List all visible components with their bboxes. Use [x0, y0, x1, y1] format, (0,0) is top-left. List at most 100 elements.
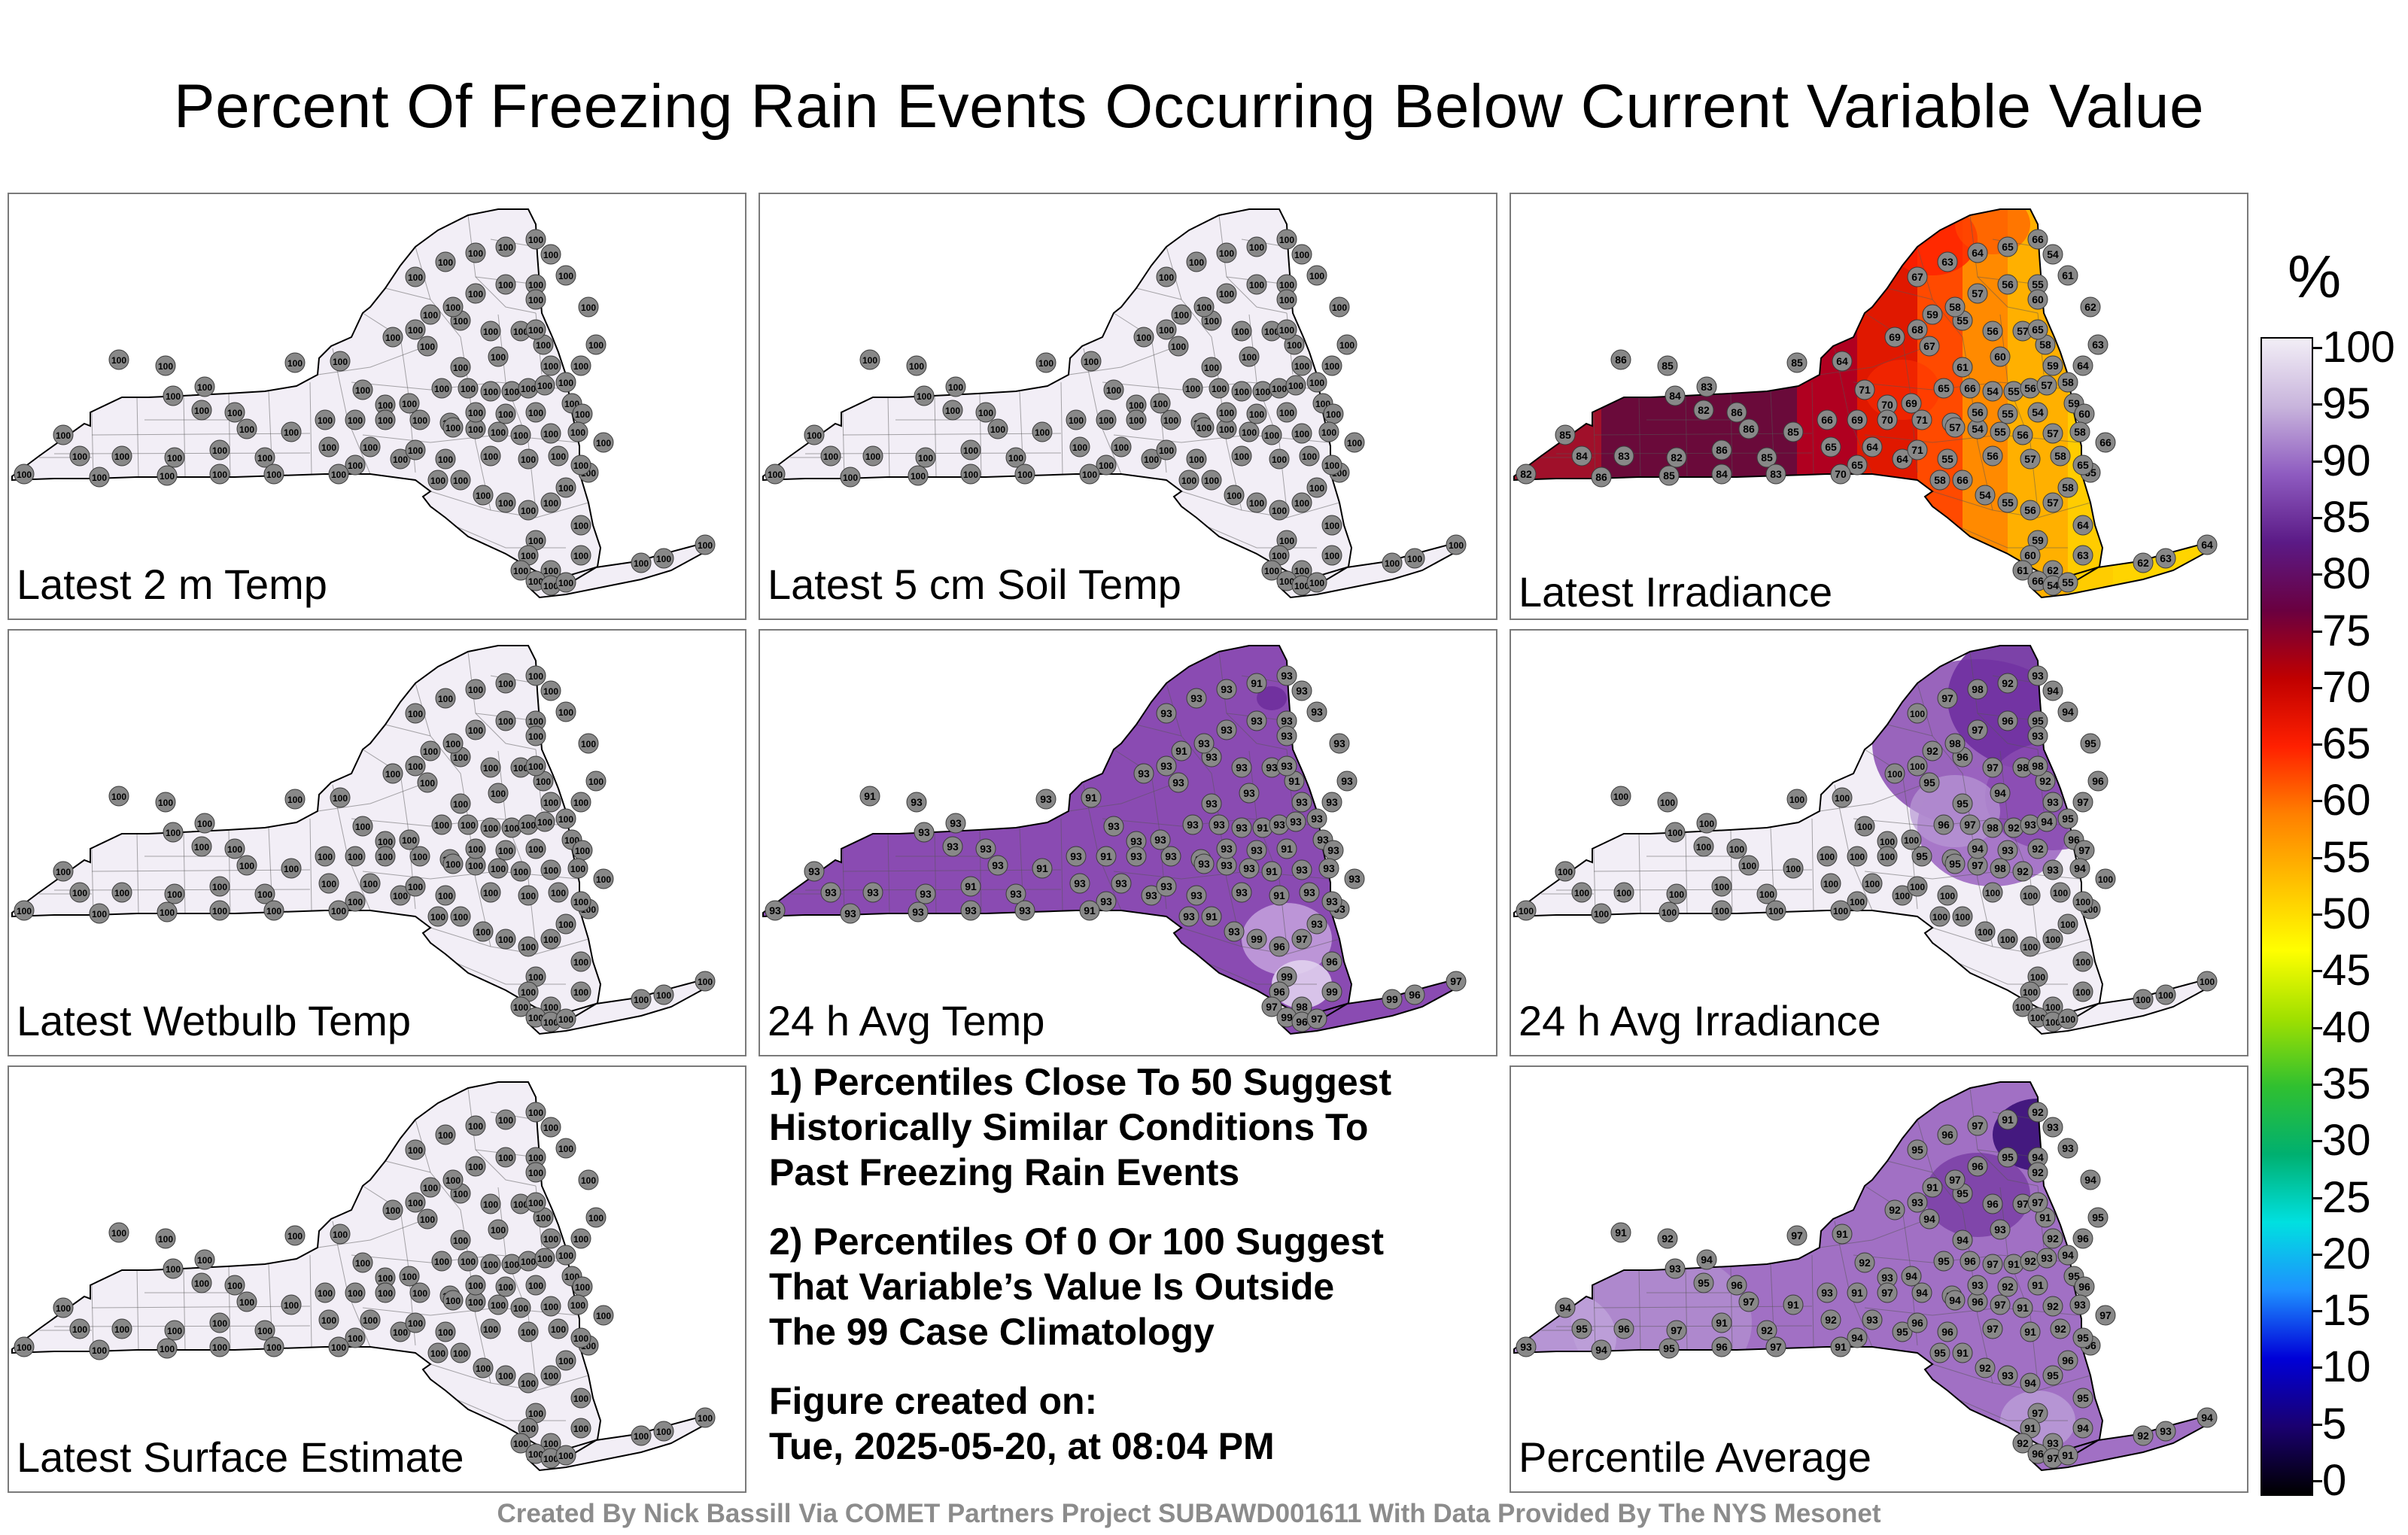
station-value: 100 — [438, 1130, 453, 1141]
station-value: 91 — [1266, 865, 1278, 877]
station-value: 96 — [2077, 1233, 2089, 1245]
station-marker — [284, 352, 306, 373]
colorbar-tick-mark — [2312, 573, 2322, 576]
station-value: 100 — [2023, 942, 2038, 953]
station-value: 96 — [2092, 775, 2104, 787]
station-marker — [236, 1291, 257, 1312]
station-value: 100 — [430, 912, 445, 923]
station-value: 100 — [1279, 576, 1294, 587]
station-value: 84 — [1716, 468, 1728, 480]
station-value: 100 — [1940, 891, 1955, 901]
station-value: 100 — [1294, 429, 1309, 439]
station-value: 100 — [1955, 912, 1970, 923]
station-value: 58 — [1934, 474, 1946, 486]
station-marker — [555, 372, 576, 393]
station-value: 93 — [1100, 895, 1112, 907]
station-marker — [555, 701, 576, 722]
station-marker — [405, 266, 426, 287]
station-marker — [540, 929, 561, 950]
station-value: 100 — [461, 384, 476, 394]
station-value: 100 — [528, 280, 543, 290]
station-value: 97 — [1964, 819, 1976, 831]
station-value: 100 — [1234, 327, 1249, 337]
station-marker — [1276, 319, 1297, 340]
station-marker — [2072, 891, 2093, 912]
station-marker — [975, 838, 996, 859]
station-marker — [375, 1282, 396, 1303]
station-marker — [473, 1357, 494, 1378]
station-marker — [1103, 816, 1124, 837]
station-marker — [1216, 283, 1237, 304]
station-marker — [405, 1192, 426, 1213]
station-value: 60 — [2032, 293, 2044, 305]
station-value: 100 — [257, 889, 272, 900]
station-marker — [2133, 1425, 2154, 1446]
station-marker — [1907, 1192, 1928, 1213]
station-value: 98 — [1994, 862, 2006, 874]
station-value: 93 — [1172, 777, 1184, 789]
station-value: 100 — [453, 799, 468, 810]
station-marker — [488, 346, 509, 367]
station-value: 93 — [1108, 820, 1120, 832]
station-marker — [2012, 1433, 2033, 1454]
station-marker — [578, 296, 599, 318]
county-boundary — [430, 927, 589, 955]
station-marker — [555, 1245, 576, 1266]
station-marker — [2042, 1296, 2063, 1317]
station-marker — [1186, 448, 1207, 470]
station-marker — [1997, 1276, 2018, 1297]
colorbar-tick-mark — [2312, 516, 2322, 519]
station-value: 100 — [378, 852, 393, 862]
station-marker — [1975, 921, 1996, 942]
station-value: 100 — [581, 739, 596, 749]
county-boundary — [183, 1268, 186, 1351]
station-marker — [382, 327, 403, 348]
station-value: 100 — [807, 430, 822, 441]
station-marker — [942, 836, 963, 857]
station-marker — [1854, 379, 1875, 400]
station-value: 100 — [1272, 551, 1287, 561]
station-marker — [1967, 679, 1988, 700]
station-marker — [2095, 868, 2116, 889]
station-marker — [1141, 885, 1162, 906]
station-value: 100 — [56, 430, 71, 441]
station-value: 100 — [468, 1281, 483, 1291]
station-marker — [1997, 673, 2018, 694]
station-marker — [1693, 1272, 1714, 1293]
station-value: 100 — [197, 382, 212, 393]
station-value: 100 — [698, 977, 713, 987]
county-boundary — [1864, 871, 2081, 880]
station-value: 100 — [1309, 271, 1324, 281]
station-marker — [1150, 829, 1171, 850]
station-marker — [1786, 352, 1808, 373]
station-marker — [1975, 1357, 1996, 1378]
station-value: 100 — [543, 250, 558, 260]
station-value: 100 — [355, 1258, 370, 1269]
county-boundary — [136, 395, 139, 478]
station-marker — [1246, 929, 1267, 950]
station-value: 100 — [768, 470, 783, 480]
station-marker — [914, 385, 935, 406]
station-value: 100 — [287, 1231, 303, 1242]
station-marker — [1967, 719, 1988, 740]
station-value: 100 — [2136, 995, 2151, 1005]
station-value: 100 — [1153, 399, 1168, 409]
station-value: 100 — [56, 1303, 71, 1314]
station-marker — [330, 1223, 351, 1245]
station-marker — [1967, 242, 1988, 263]
station-marker — [405, 1312, 426, 1333]
station-marker — [1186, 688, 1207, 709]
station-value: 100 — [865, 451, 880, 462]
station-value: 100 — [570, 864, 585, 874]
station-value: 91 — [2024, 1326, 2036, 1338]
station-marker — [570, 792, 591, 813]
station-marker — [1847, 846, 1868, 867]
station-marker — [1907, 319, 1928, 340]
county-boundary — [1819, 780, 1933, 812]
station-value: 100 — [114, 888, 129, 898]
station-value: 100 — [1789, 795, 1804, 805]
station-marker — [2042, 244, 2063, 265]
station-value: 100 — [521, 1257, 536, 1267]
station-value: 100 — [408, 1318, 423, 1329]
station-marker — [360, 436, 381, 457]
